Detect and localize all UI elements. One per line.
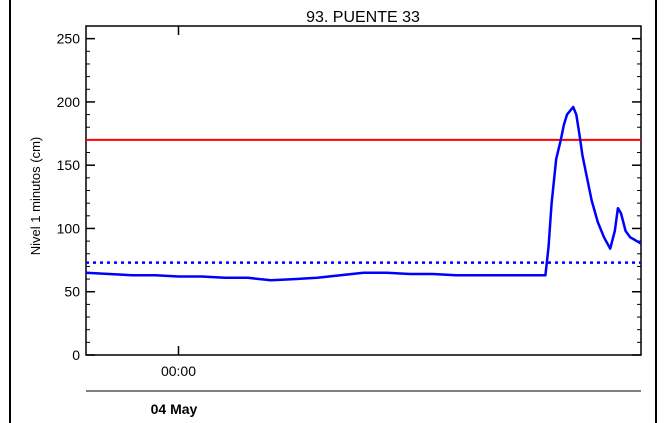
plot-area: 0 50 100 150 200 250 00:00 bbox=[57, 25, 642, 379]
plot-frame bbox=[85, 25, 642, 356]
series-line bbox=[85, 105, 642, 282]
y-tick-label: 200 bbox=[57, 94, 81, 110]
y-tick-label: 50 bbox=[64, 284, 80, 300]
chart-title: 93. PUENTE 33 bbox=[306, 9, 420, 26]
date-label: 04 May bbox=[151, 401, 198, 417]
y-tick-label: 250 bbox=[57, 31, 81, 47]
y-tick-label: 150 bbox=[57, 157, 81, 173]
y-axis-label: Nivel 1 minutos (cm) bbox=[28, 137, 43, 255]
y-tick-label: 0 bbox=[72, 347, 80, 363]
y-tick-label: 100 bbox=[57, 220, 81, 236]
x-tick-label: 00:00 bbox=[161, 363, 196, 379]
